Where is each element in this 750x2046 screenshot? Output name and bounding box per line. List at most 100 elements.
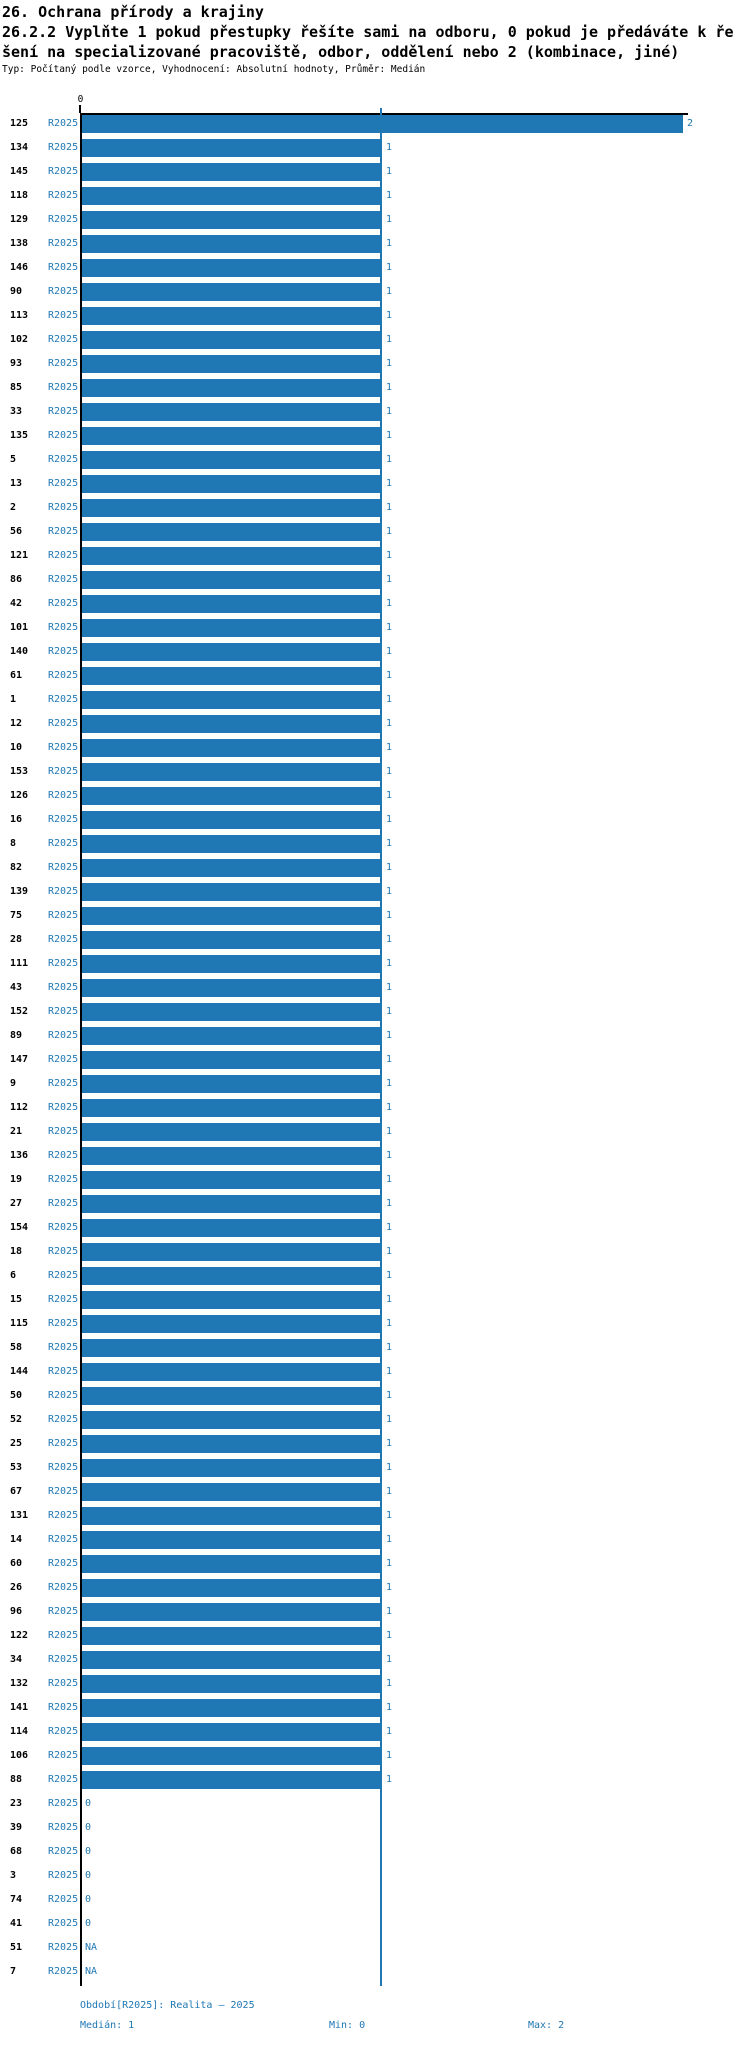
y-axis-line <box>80 113 82 1986</box>
row-id-label: 1 <box>10 694 17 705</box>
row-value-label: 1 <box>386 718 393 729</box>
row-series-label: R2025 <box>48 166 79 177</box>
chart-row: 140 R2025 1 <box>0 640 750 664</box>
row-series-label: R2025 <box>48 1414 79 1425</box>
row-value-label: 1 <box>386 286 393 297</box>
chart-row: 89 R2025 1 <box>0 1024 750 1048</box>
row-value-label: 1 <box>386 1198 393 1209</box>
row-bar <box>82 163 382 181</box>
row-series-label: R2025 <box>48 1318 79 1329</box>
x-axis-line <box>80 113 688 115</box>
chart-row: 138 R2025 1 <box>0 232 750 256</box>
row-series-label: R2025 <box>48 886 79 897</box>
row-id-label: 12 <box>10 718 23 729</box>
row-series-label: R2025 <box>48 1366 79 1377</box>
row-value-label: 1 <box>386 142 393 153</box>
row-id-label: 5 <box>10 454 17 465</box>
row-value-label: 1 <box>386 862 393 873</box>
row-value-label: 1 <box>386 598 393 609</box>
row-value-label: 1 <box>386 814 393 825</box>
row-id-label: 19 <box>10 1174 23 1185</box>
row-value-label: 0 <box>85 1870 92 1881</box>
chart-row: 146 R2025 1 <box>0 256 750 280</box>
chart-row: 115 R2025 1 <box>0 1312 750 1336</box>
row-id-label: 136 <box>10 1150 29 1161</box>
row-bar <box>82 955 382 973</box>
row-id-label: 18 <box>10 1246 23 1257</box>
meta-line: Typ: Počítaný podle vzorce, Vyhodnocení:… <box>2 64 426 75</box>
row-series-label: R2025 <box>48 646 79 657</box>
row-value-label: 1 <box>386 670 393 681</box>
row-value-label: 1 <box>386 1390 393 1401</box>
chart-row: 18 R2025 1 <box>0 1240 750 1264</box>
row-id-label: 141 <box>10 1702 29 1713</box>
row-value-label: 0 <box>85 1822 92 1833</box>
row-series-label: R2025 <box>48 670 79 681</box>
chart-row: 9 R2025 1 <box>0 1072 750 1096</box>
chart-row: 43 R2025 1 <box>0 976 750 1000</box>
row-series-label: R2025 <box>48 1438 79 1449</box>
row-series-label: R2025 <box>48 598 79 609</box>
chart-row: 10 R2025 1 <box>0 736 750 760</box>
row-id-label: 34 <box>10 1654 23 1665</box>
row-series-label: R2025 <box>48 1846 79 1857</box>
row-value-label: 1 <box>386 1150 393 1161</box>
row-series-label: R2025 <box>48 790 79 801</box>
row-bar <box>82 595 382 613</box>
row-value-label: 1 <box>386 1294 393 1305</box>
row-bar <box>82 1603 382 1621</box>
footer-median: Medián: 1 <box>80 2020 135 2031</box>
row-series-label: R2025 <box>48 622 79 633</box>
row-bar <box>82 715 382 733</box>
row-series-label: R2025 <box>48 766 79 777</box>
chart-row: 41 R2025 0 <box>0 1912 750 1936</box>
row-bar <box>82 787 382 805</box>
row-id-label: 51 <box>10 1942 23 1953</box>
row-id-label: 93 <box>10 358 23 369</box>
row-id-label: 50 <box>10 1390 23 1401</box>
row-id-label: 58 <box>10 1342 23 1353</box>
chart-row: 145 R2025 1 <box>0 160 750 184</box>
row-series-label: R2025 <box>48 1510 79 1521</box>
row-id-label: 101 <box>10 622 29 633</box>
row-value-label: 1 <box>386 1174 393 1185</box>
row-value-label: 1 <box>386 766 393 777</box>
row-bar <box>82 211 382 229</box>
row-bar <box>82 1243 382 1261</box>
row-bar <box>82 1435 382 1453</box>
row-id-label: 145 <box>10 166 29 177</box>
row-value-label: 1 <box>386 1270 393 1281</box>
row-series-label: R2025 <box>48 1774 79 1785</box>
row-bar <box>82 451 382 469</box>
row-id-label: 74 <box>10 1894 23 1905</box>
row-series-label: R2025 <box>48 1030 79 1041</box>
row-value-label: 1 <box>386 886 393 897</box>
row-value-label: 1 <box>386 1726 393 1737</box>
row-value-label: 1 <box>386 982 393 993</box>
row-id-label: 138 <box>10 238 29 249</box>
chart-row: 14 R2025 1 <box>0 1528 750 1552</box>
row-bar <box>82 475 382 493</box>
row-value-label: 1 <box>386 1222 393 1233</box>
row-value-label: 1 <box>386 1078 393 1089</box>
chart-row: 152 R2025 1 <box>0 1000 750 1024</box>
row-id-label: 75 <box>10 910 23 921</box>
row-id-label: 153 <box>10 766 29 777</box>
row-series-label: R2025 <box>48 1342 79 1353</box>
row-value-label: 1 <box>386 1702 393 1713</box>
question-text-line-2: šení na specializované pracoviště, odbor… <box>2 43 680 61</box>
row-id-label: 13 <box>10 478 23 489</box>
row-value-label: 0 <box>85 1918 92 1929</box>
row-series-label: R2025 <box>48 1726 79 1737</box>
chart-row: 121 R2025 1 <box>0 544 750 568</box>
row-value-label: 1 <box>386 1126 393 1137</box>
chart-row: 25 R2025 1 <box>0 1432 750 1456</box>
row-id-label: 14 <box>10 1534 23 1545</box>
row-bar <box>82 139 382 157</box>
row-value-label: 1 <box>386 1006 393 1017</box>
row-id-label: 140 <box>10 646 29 657</box>
row-id-label: 126 <box>10 790 29 801</box>
row-id-label: 25 <box>10 1438 23 1449</box>
row-id-label: 15 <box>10 1294 23 1305</box>
row-bar <box>82 1003 382 1021</box>
